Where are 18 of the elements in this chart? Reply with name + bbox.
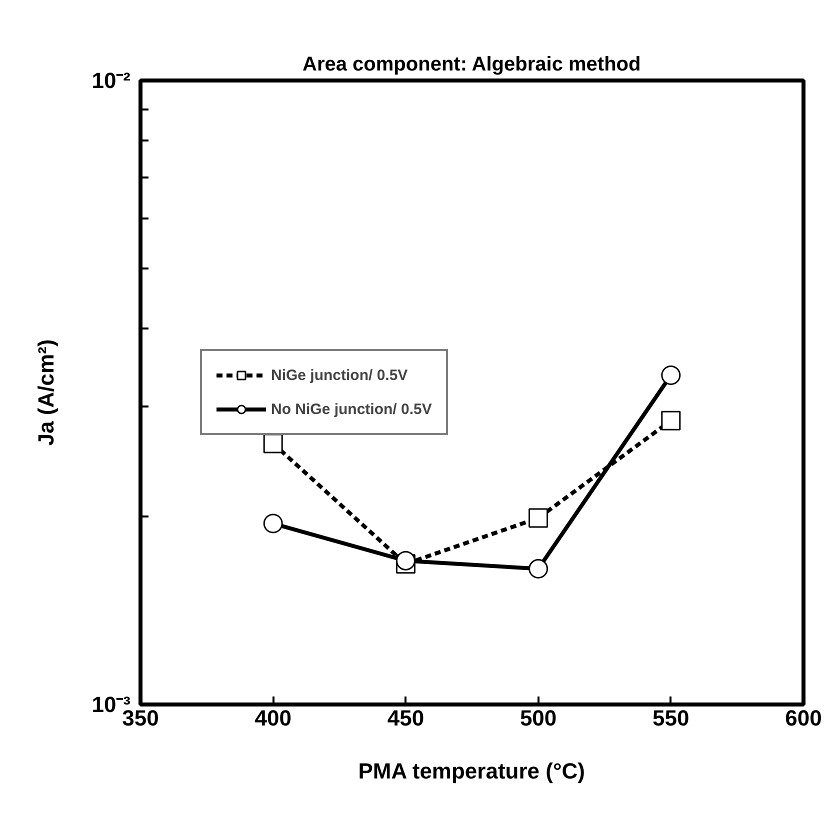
y-axis-title: Ja (A/cm²) — [34, 339, 59, 446]
point — [661, 366, 681, 385]
point — [528, 508, 548, 528]
x-tick-label: 500 — [520, 706, 557, 730]
y-tick-label: 10⁻² — [92, 68, 130, 93]
point — [661, 410, 681, 430]
point — [263, 434, 283, 454]
x-tick-label: 550 — [652, 706, 690, 730]
legend-label: NiGe junction/ 0.5V — [271, 366, 408, 384]
x-tick-label: 600 — [785, 706, 822, 730]
point — [263, 514, 283, 534]
point — [396, 550, 416, 570]
point — [528, 559, 548, 579]
legend-label: No NiGe junction/ 0.5V — [271, 400, 432, 418]
x-tick-label: 400 — [254, 706, 292, 730]
x-tick-label: 450 — [387, 706, 424, 730]
x-axis-title: PMA temperature (°C) — [358, 758, 585, 784]
chart-title: Area component: Algebraic method — [302, 54, 641, 76]
